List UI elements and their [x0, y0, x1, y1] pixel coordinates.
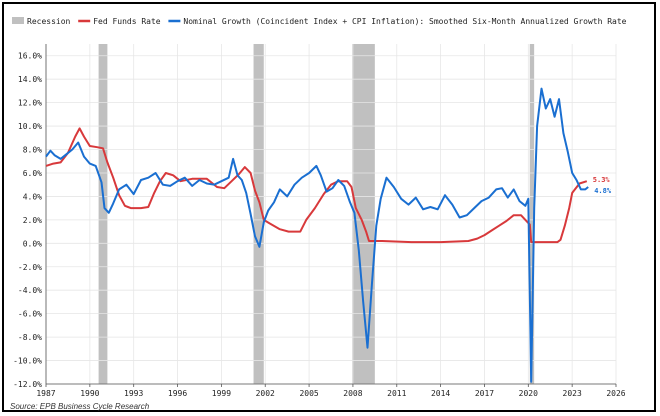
- legend-swatch-recession: [12, 17, 24, 24]
- recession-bands: [98, 44, 535, 384]
- x-tick-label: 1999: [212, 389, 231, 398]
- y-tick-label: -10.0%: [13, 357, 42, 366]
- legend: Recession Fed Funds Rate Nominal Growth (C…: [12, 17, 627, 26]
- y-tick-label: 16.0%: [18, 52, 42, 61]
- y-tick-label: 2.0%: [23, 216, 42, 225]
- y-tick-label: 6.0%: [23, 169, 42, 178]
- recession-band: [352, 44, 375, 384]
- source-note: Source: EPB Business Cycle Research: [10, 402, 150, 411]
- fed-funds-line: [45, 127, 588, 244]
- recession-band: [253, 44, 264, 384]
- x-tick-label: 2017: [475, 389, 494, 398]
- x-tick-label: 2014: [431, 389, 450, 398]
- y-tick-label: -12.0%: [13, 380, 42, 389]
- recession-band: [98, 44, 108, 384]
- series-lines: [45, 87, 589, 383]
- end-value-label: 4.8%: [594, 187, 612, 195]
- x-tick-label: 2008: [343, 389, 362, 398]
- y-tick-label: 4.0%: [23, 192, 42, 201]
- y-tick-label: -8.0%: [18, 333, 42, 342]
- y-tick-label: 14.0%: [18, 75, 42, 84]
- recession-band: [529, 44, 535, 384]
- y-tick-label: -4.0%: [18, 286, 42, 295]
- end-value-labels: 5.3% 4.8%: [593, 176, 612, 195]
- x-tick-label: 1993: [124, 389, 143, 398]
- legend-label: Nominal Growth (Coincident Index + CPI I…: [183, 17, 626, 26]
- y-tick-label: -2.0%: [18, 263, 42, 272]
- end-value-label: 5.3%: [593, 176, 611, 184]
- gridlines: [45, 44, 617, 385]
- x-tick-label: 2020: [519, 389, 538, 398]
- y-tick-label: 10.0%: [18, 122, 42, 131]
- chart-frame: -12.0% -10.0% -8.0% -6.0% -4.0% -2.0% 0.0% 2.0%…: [2, 2, 656, 412]
- line-chart: -12.0% -10.0% -8.0% -6.0% -4.0% -2.0% 0.0% 2.0%…: [10, 17, 627, 411]
- x-tick-label: 2011: [387, 389, 406, 398]
- legend-label: Recession: [27, 17, 71, 26]
- y-tick-label: 12.0%: [18, 99, 42, 108]
- x-tick-label: 1996: [168, 389, 187, 398]
- nominal-growth-line: [45, 87, 589, 383]
- x-tick-label: 1987: [36, 389, 55, 398]
- x-tick-label: 2005: [299, 389, 318, 398]
- x-tick-label: 2023: [563, 389, 582, 398]
- y-tick-label: 0.0%: [23, 239, 42, 248]
- x-tick-label: 1990: [80, 389, 99, 398]
- x-tick-label: 2002: [256, 389, 275, 398]
- axes: -12.0% -10.0% -8.0% -6.0% -4.0% -2.0% 0.0% 2.0%…: [13, 44, 626, 398]
- y-tick-label: -6.0%: [18, 310, 42, 319]
- y-tick-label: 8.0%: [23, 146, 42, 155]
- legend-label: Fed Funds Rate: [93, 17, 161, 26]
- x-tick-label: 2026: [606, 389, 625, 398]
